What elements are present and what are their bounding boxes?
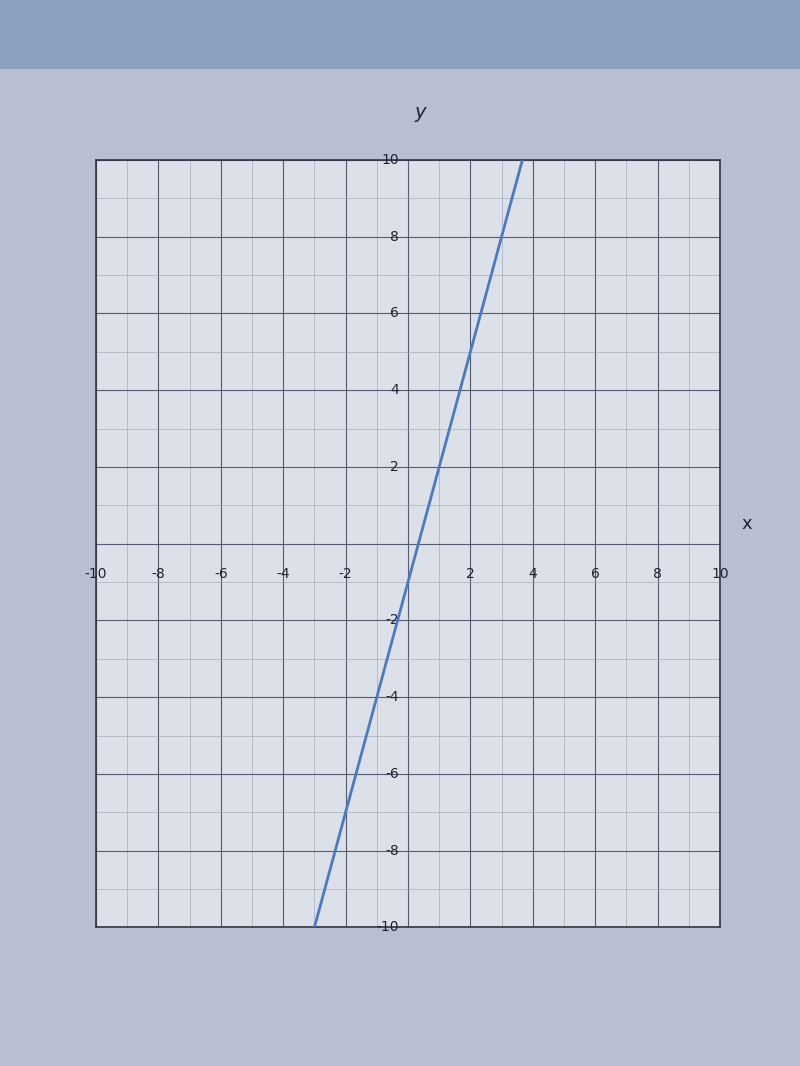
Text: -10: -10 [85, 567, 107, 581]
Text: 10: 10 [711, 567, 729, 581]
Text: 8: 8 [653, 567, 662, 581]
Text: -6: -6 [214, 567, 228, 581]
Text: 2: 2 [466, 567, 474, 581]
Text: -8: -8 [385, 843, 398, 858]
Text: 2: 2 [390, 459, 398, 474]
Text: -6: -6 [385, 766, 398, 781]
Text: 4: 4 [390, 383, 398, 398]
Text: -2: -2 [385, 613, 398, 628]
Text: 4: 4 [529, 567, 537, 581]
Text: -4: -4 [276, 567, 290, 581]
Text: -10: -10 [376, 920, 398, 935]
Text: 10: 10 [381, 152, 398, 167]
Text: 8: 8 [390, 229, 398, 244]
Text: y: y [414, 102, 426, 122]
Text: -2: -2 [338, 567, 353, 581]
Text: -4: -4 [385, 690, 398, 705]
Text: -8: -8 [151, 567, 166, 581]
Text: 6: 6 [390, 306, 398, 321]
Text: 6: 6 [590, 567, 600, 581]
Text: x: x [742, 516, 753, 533]
